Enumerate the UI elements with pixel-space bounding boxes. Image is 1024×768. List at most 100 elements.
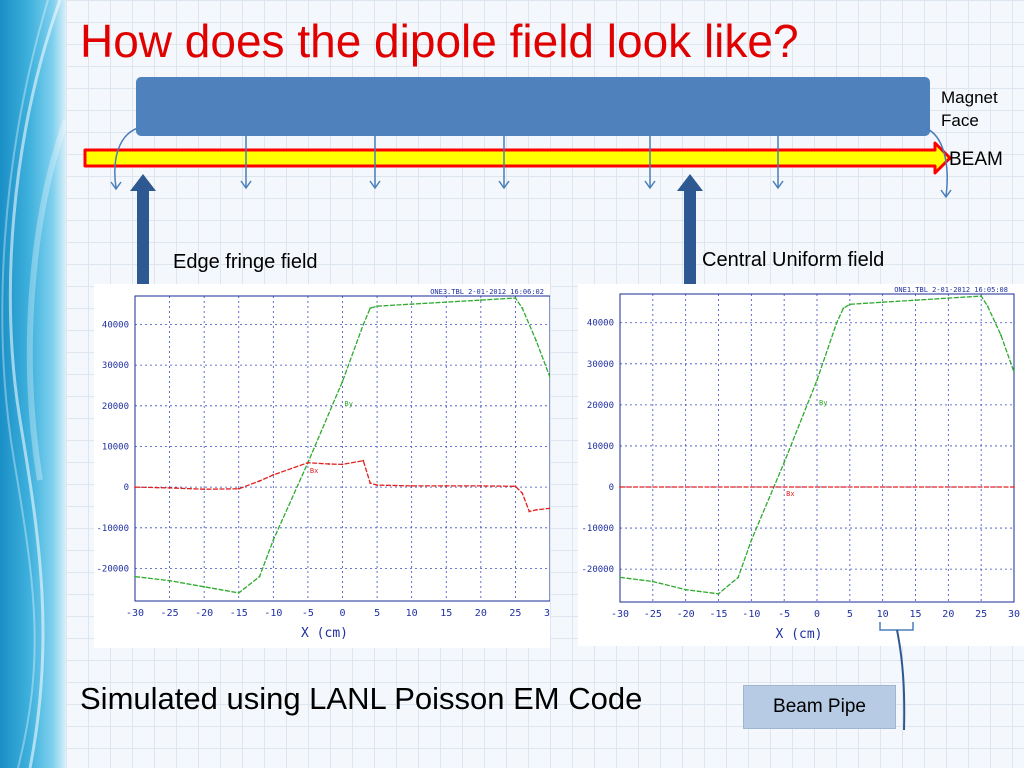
edge-pointer-arrow (130, 174, 156, 288)
data-point (168, 487, 171, 489)
data-point (134, 575, 136, 578)
y-tick-label: -20000 (96, 564, 129, 574)
beam-pipe-label: Beam Pipe (773, 696, 866, 717)
swoosh-decoration (1, 0, 66, 768)
y-tick-label: 0 (609, 483, 614, 493)
data-point (479, 485, 482, 487)
beam-pipe-callout: Beam Pipe (743, 685, 896, 729)
data-point (203, 585, 206, 588)
x-tick-label: 15 (909, 609, 921, 620)
data-point (514, 297, 517, 299)
data-point (816, 379, 818, 382)
y-tick-label: 0 (124, 483, 129, 493)
x-tick-label: -5 (778, 609, 790, 620)
series-points-by (134, 297, 551, 594)
x-tick-label: 15 (440, 608, 452, 619)
series-points-by (619, 295, 1015, 595)
central-uniform-chart: -30 -25 -20 -15 -10 -5 0 5 10 15 20 25 30 -20000 -1000… (578, 284, 1024, 646)
x-tick-label: 20 (942, 609, 954, 620)
data-point (881, 301, 884, 304)
chart-svg: -30 -25 -20 -15 -10 -5 0 5 10 15 20 25 30 -20000 -1000… (96, 288, 556, 641)
data-point (341, 463, 344, 466)
data-point (168, 579, 171, 582)
magnet-face-label: Magnet Face (941, 86, 998, 132)
x-tick-label: -25 (644, 609, 662, 620)
chart-header: ONE1.TBL 2-01-2012 16:05:08 (894, 286, 1008, 294)
field-lines (110, 127, 952, 199)
data-point (134, 486, 136, 489)
y-tick-label: -10000 (581, 524, 614, 534)
series-line-bx (134, 459, 551, 513)
data-point (528, 510, 531, 513)
data-point (258, 575, 261, 578)
y-tick-label: 10000 (102, 442, 129, 452)
slide-title: How does the dipole field look like? (80, 15, 799, 67)
data-point (272, 539, 275, 541)
data-point (376, 305, 378, 308)
x-tick-label: -15 (709, 609, 727, 620)
data-point (445, 301, 448, 303)
data-point (479, 299, 482, 301)
data-point (307, 461, 309, 464)
series-points-bx (134, 459, 551, 513)
data-point (327, 463, 330, 465)
x-tick-label: -25 (161, 608, 179, 619)
x-tick-label: 5 (374, 608, 380, 619)
beam-arrow (83, 141, 952, 175)
x-tick-label: -10 (742, 609, 760, 620)
data-point (514, 485, 517, 488)
x-axis-label: X (cm) (776, 627, 823, 642)
y-tick-label: 10000 (587, 442, 614, 452)
series-label-bx: Bx (310, 467, 318, 475)
data-point (914, 299, 917, 302)
x-tick-label: 10 (406, 608, 418, 619)
data-point (258, 480, 261, 482)
data-point (410, 303, 413, 306)
y-tick-label: 40000 (587, 319, 614, 329)
series-label-bx: Bx (786, 490, 794, 498)
edge-fringe-label: Edge fringe field (173, 251, 318, 273)
magnet-face-label-line1: Magnet (941, 88, 998, 107)
grid (134, 296, 551, 601)
data-point (986, 305, 989, 308)
data-point (717, 592, 720, 595)
edge-fringe-chart: -30 -25 -20 -15 -10 -5 0 5 10 15 20 25 30 -20000 -1000… (94, 284, 556, 648)
data-point (521, 307, 524, 310)
plot-frame (619, 293, 1015, 603)
x-tick-label: 30 (544, 608, 550, 619)
chart-header: ONE3.TBL 2-01-2012 16:06:02 (430, 288, 544, 296)
x-tick-label: -20 (677, 609, 695, 620)
data-point (341, 380, 344, 383)
x-tick-label: 5 (847, 609, 853, 620)
data-point (684, 588, 687, 591)
x-tick-label: 0 (814, 609, 820, 620)
series-label-by: By (345, 400, 353, 408)
data-point (237, 591, 240, 594)
data-point (619, 576, 621, 579)
chart-svg: -30 -25 -20 -15 -10 -5 0 5 10 15 20 25 30 -20000 -1000… (581, 286, 1020, 642)
data-point (947, 297, 950, 300)
data-point (980, 295, 983, 297)
beam-label: BEAM (949, 149, 1003, 170)
magnet-face (136, 77, 930, 136)
series-line-by (619, 295, 1015, 595)
x-tick-label: 20 (475, 608, 487, 619)
decorative-band (0, 0, 66, 768)
data-point (272, 474, 275, 476)
data-point (535, 509, 538, 511)
data-point (203, 488, 206, 491)
data-point (835, 321, 838, 324)
y-tick-label: -10000 (96, 524, 129, 534)
series-points-bx (619, 486, 1015, 488)
data-point (750, 539, 753, 542)
data-point (362, 459, 365, 462)
x-tick-label: -5 (302, 608, 314, 619)
x-tick-label: -30 (611, 609, 629, 620)
x-tick-label: -30 (126, 608, 144, 619)
x-tick-label: 25 (509, 608, 521, 619)
x-axis-label: X (cm) (301, 626, 348, 641)
data-point (237, 487, 240, 490)
data-point (445, 485, 448, 487)
data-point (1013, 486, 1015, 488)
data-point (369, 482, 372, 484)
